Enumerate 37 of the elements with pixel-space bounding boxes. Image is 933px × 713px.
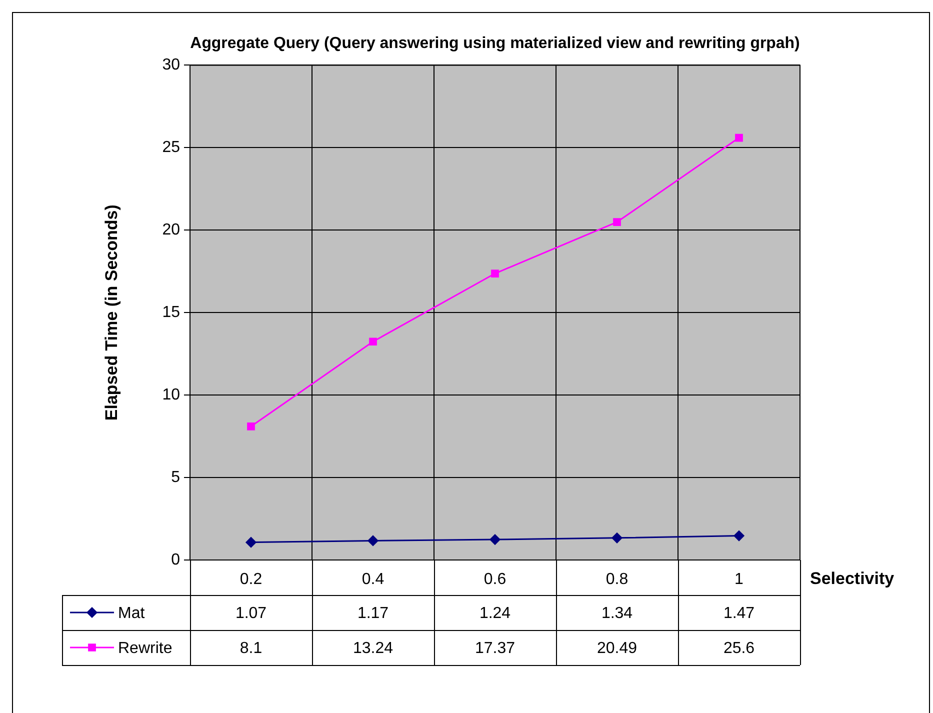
point (734, 530, 744, 542)
point (735, 134, 743, 142)
point (613, 218, 621, 226)
y-tick-label: 5 (171, 468, 180, 486)
data-label: 1.17 (357, 604, 389, 622)
x-tick-label: 0.8 (606, 571, 628, 588)
chart-title: Aggregate Query (Query answering using materialized view and rewriting grpah) (190, 34, 800, 52)
x-tick-label: 0.6 (484, 571, 506, 588)
y-tick-label: 30 (162, 56, 180, 74)
data-label: 1.24 (479, 604, 511, 622)
legend-label: Mat (118, 604, 146, 622)
data-label: 17.37 (474, 640, 516, 657)
y-tick-label: 10 (162, 386, 180, 404)
legend-label: Rewrite (118, 640, 172, 657)
point (368, 535, 378, 546)
x-tick-label: 1 (734, 571, 744, 588)
data-label: 1.47 (723, 604, 755, 622)
point (491, 270, 499, 278)
y-tick-label: 25 (162, 139, 180, 156)
x-axis-title: Selectivity (810, 569, 895, 588)
point (369, 338, 377, 346)
data-label: 25.6 (723, 640, 755, 657)
data-label: 13.24 (352, 640, 394, 657)
x-tick-label: 0.4 (362, 571, 384, 588)
point (247, 422, 255, 430)
y-tick-label: 15 (162, 304, 180, 322)
point (490, 534, 500, 545)
x-tick-label: 0.2 (240, 571, 262, 588)
y-axis-title: Elapsed Time (in Seconds) (102, 204, 121, 421)
point (612, 532, 622, 544)
data-label: 20.49 (596, 640, 638, 657)
data-label: 1.34 (601, 604, 633, 622)
y-tick-label: 20 (162, 222, 180, 239)
point (246, 537, 256, 548)
y-tick-label: 0 (171, 551, 180, 568)
data-label: 1.07 (235, 604, 267, 622)
data-label: 8.1 (240, 640, 262, 657)
